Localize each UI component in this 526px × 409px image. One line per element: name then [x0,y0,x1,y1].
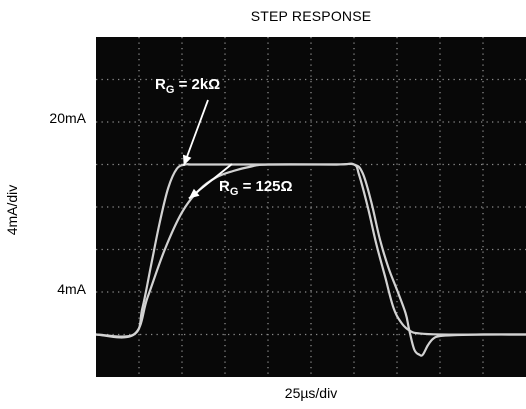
y-axis-label: 4mA/div [4,185,24,250]
traces [96,162,526,357]
y-axis-label-text: 4mA/div [4,184,20,236]
trace-rg-125 [96,162,526,357]
arrowhead-rg-125 [188,188,200,199]
label-rg-2k: RG = 2kΩ [155,76,220,96]
arrowhead-rg-2k [182,154,192,166]
annotations: RG = 2kΩ RG = 125Ω [155,76,293,200]
x-axis-label: 25µs/div [284,385,338,401]
level-label-20ma: 20mA [49,110,86,126]
label-rg-125: RG = 125Ω [219,178,293,198]
arrow-rg-2k [182,99,209,166]
oscilloscope-screen: RG = 2kΩ RG = 125Ω [96,37,526,377]
level-label-4ma: 4mA [57,281,86,297]
chart-title: STEP RESPONSE [250,8,372,24]
